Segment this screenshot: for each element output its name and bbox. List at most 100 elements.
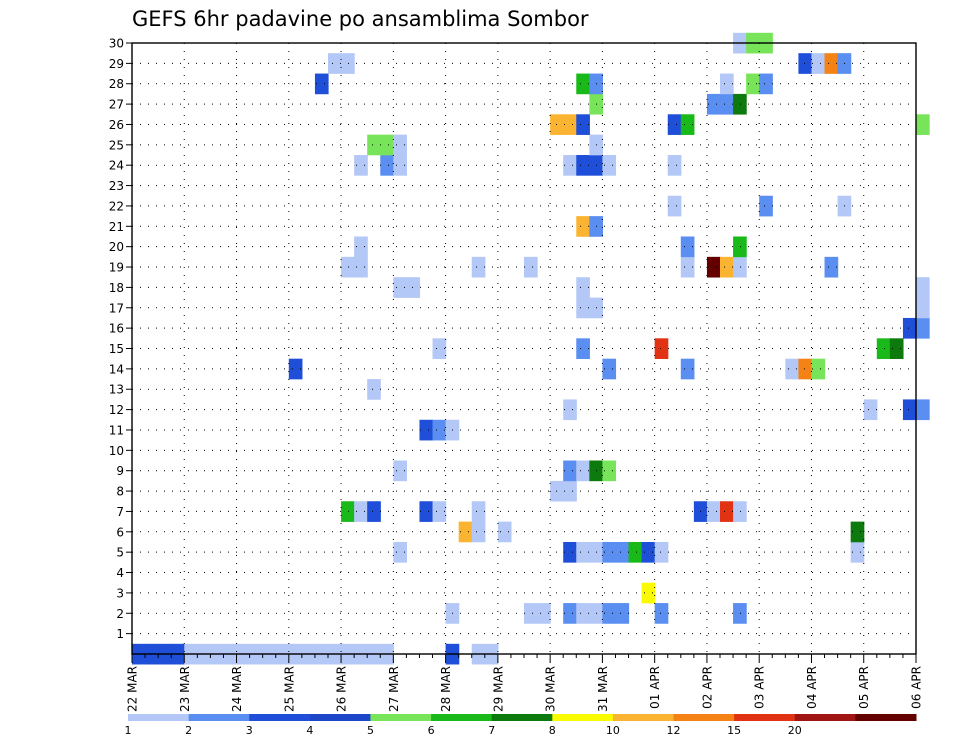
heatmap-cell	[863, 399, 878, 421]
colorbar-segment	[673, 714, 735, 721]
heatmap-cell	[615, 541, 630, 563]
y-tick-label: 6	[116, 525, 124, 539]
heatmap-cell	[902, 399, 917, 421]
colorbar-segment	[855, 714, 917, 721]
heatmap-cell	[563, 399, 577, 421]
heatmap-cell	[811, 53, 826, 74]
heatmap-cell	[824, 256, 839, 278]
x-tick-label: 04 APR	[805, 666, 819, 709]
heatmap-cell	[720, 501, 734, 522]
heatmap-cell	[406, 277, 421, 298]
heatmap-cell	[746, 73, 760, 95]
heatmap-cell	[393, 134, 407, 156]
heatmap-cell	[667, 155, 682, 176]
colorbar-segment	[734, 714, 796, 721]
y-tick-label: 26	[109, 118, 124, 132]
heatmap-cell	[876, 338, 891, 359]
y-tick-label: 15	[109, 342, 124, 356]
heatmap-cell	[680, 114, 695, 135]
heatmap-cell	[393, 541, 407, 563]
colorbar-segment	[431, 714, 493, 721]
heatmap-cell	[654, 338, 669, 359]
x-tick-label: 28 MAR	[439, 666, 453, 712]
y-tick-label: 12	[109, 403, 124, 417]
colorbar-label: 10	[606, 724, 620, 737]
heatmap-cell	[341, 53, 355, 74]
x-tick-label: 31 MAR	[596, 666, 610, 712]
x-tick-label: 29 MAR	[491, 666, 505, 712]
heatmap-cell	[367, 501, 381, 522]
colorbar-label: 12	[667, 724, 681, 737]
x-tick-label: 23 MAR	[178, 666, 192, 712]
heatmap-cell	[576, 277, 590, 298]
heatmap-cell	[419, 501, 434, 522]
colorbar-label: 15	[727, 724, 741, 737]
heatmap-cell	[654, 603, 669, 624]
x-tick-label: 03 APR	[753, 666, 767, 709]
y-tick-label: 25	[109, 138, 124, 152]
x-tick-label: 06 APR	[910, 666, 924, 709]
y-tick-label: 24	[109, 159, 124, 173]
heatmap-cell	[563, 460, 577, 482]
heatmap-cell	[720, 256, 734, 278]
heatmap-cell	[733, 501, 747, 522]
heatmap-cell	[615, 603, 630, 624]
heatmap-cell	[706, 501, 721, 522]
colorbar-segment	[794, 714, 856, 721]
x-tick-label: 26 MAR	[335, 666, 349, 712]
heatmap-cell	[288, 358, 303, 380]
heatmap-cell	[916, 114, 930, 135]
heatmap-cell	[393, 155, 407, 176]
colorbar-segment	[491, 714, 553, 721]
colorbar-label: 7	[488, 724, 495, 737]
heatmap-cell	[798, 53, 813, 74]
heatmap-cell	[798, 358, 813, 380]
heatmap-cell	[367, 134, 381, 156]
heatmap-cell	[720, 93, 734, 115]
y-tick-label: 27	[109, 98, 124, 112]
heatmap-cell	[706, 256, 721, 278]
heatmap-cell	[720, 73, 734, 95]
heatmap-cell	[576, 603, 590, 624]
heatmap-cell	[393, 277, 407, 298]
heatmap-cell	[341, 501, 355, 522]
heatmap-cell	[432, 419, 447, 441]
colorbar-segment	[552, 714, 614, 721]
y-tick-label: 14	[109, 362, 124, 376]
axis-layer: 1234567891011121314151617181920212223242…	[109, 37, 924, 712]
colorbar-label: 20	[788, 724, 802, 737]
chart-title: GEFS 6hr padavine po ansamblima Sombor	[132, 7, 589, 31]
colorbar-label: 3	[246, 724, 253, 737]
heatmap-cell	[380, 134, 394, 156]
heatmap-cell	[759, 73, 773, 95]
heatmap-cell	[759, 195, 773, 217]
heatmap-cell	[916, 277, 930, 298]
colorbar-label: 4	[306, 724, 313, 737]
heatmap-cell	[563, 541, 577, 563]
heatmap-cell	[563, 155, 577, 176]
heatmap-cell	[733, 256, 747, 278]
y-tick-label: 28	[109, 77, 124, 91]
heatmap-cell	[354, 236, 368, 258]
heatmap-cell	[563, 114, 577, 135]
y-tick-label: 29	[109, 57, 124, 71]
y-tick-label: 4	[116, 566, 124, 580]
heatmap-cell	[680, 236, 695, 258]
colorbar-segment	[370, 714, 432, 721]
heatmap-cell	[602, 358, 617, 380]
y-tick-label: 19	[109, 261, 124, 275]
heatmap-cell	[733, 603, 747, 624]
heatmap-cell	[667, 195, 682, 217]
heatmap-cell	[667, 114, 682, 135]
y-tick-label: 30	[109, 37, 124, 51]
heatmap-cell	[706, 93, 721, 115]
heatmap-cell	[680, 256, 695, 278]
y-tick-label: 13	[109, 383, 124, 397]
colorbar-segment	[309, 714, 371, 721]
y-tick-label: 18	[109, 281, 124, 295]
y-tick-label: 17	[109, 301, 124, 315]
heatmap-cell	[680, 358, 695, 380]
y-tick-label: 9	[116, 464, 124, 478]
